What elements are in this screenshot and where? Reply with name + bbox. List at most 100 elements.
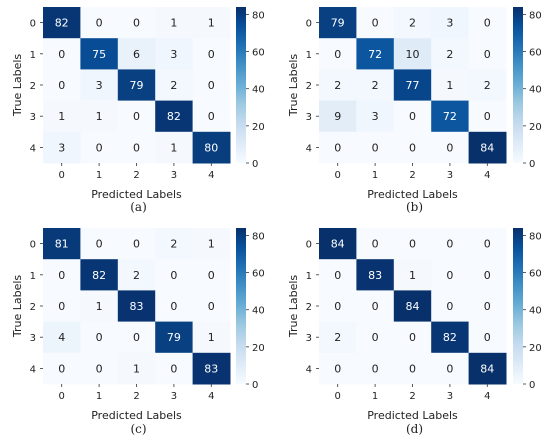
y-axis-label: True Labels (287, 54, 300, 118)
x-axis-label: Predicted Labels (91, 188, 182, 201)
heatmap-cell (80, 38, 119, 70)
cell-value-label: 1 (133, 362, 140, 375)
cell-value-label: 0 (372, 17, 379, 30)
colorbar (513, 228, 523, 384)
heatmap-cell (155, 7, 194, 39)
heatmap-cell (468, 100, 507, 133)
colorbar (513, 7, 523, 163)
heatmap-cell (319, 352, 357, 385)
cell-value-label: 72 (368, 48, 382, 61)
y-tick-label: 1 (30, 50, 36, 61)
panel-label: (a) (130, 200, 147, 214)
heatmap-cell (431, 290, 470, 323)
cell-value-label: 0 (208, 48, 215, 61)
x-tick-label: 2 (133, 391, 139, 402)
cell-value-label: 2 (170, 79, 177, 92)
x-tick-label: 4 (484, 391, 490, 402)
heatmap-cell (468, 228, 507, 260)
cell-value-label: 77 (406, 79, 420, 92)
heatmap-cell (155, 321, 194, 354)
heatmap-cell (356, 290, 395, 323)
y-tick-label: 1 (30, 271, 36, 282)
y-tick-label: 4 (306, 143, 312, 154)
cell-value-label: 0 (170, 300, 177, 313)
cell-value-label: 2 (446, 48, 453, 61)
cell-value-label: 3 (446, 17, 453, 30)
y-tick-label: 0 (30, 19, 36, 30)
cell-value-label: 0 (484, 17, 491, 30)
x-tick-label: 1 (372, 170, 378, 181)
cell-value-label: 0 (170, 362, 177, 375)
cell-value-label: 0 (484, 110, 491, 123)
cell-value-label: 0 (334, 269, 341, 282)
cell-value-label: 2 (133, 269, 140, 282)
cell-value-label: 0 (133, 17, 140, 30)
cell-value-label: 0 (446, 362, 453, 375)
cell-value-label: 84 (406, 300, 420, 313)
heatmap-cell (468, 352, 507, 385)
y-axis-label: True Labels (11, 54, 24, 118)
cell-value-label: 0 (208, 110, 215, 123)
x-axis-label: Predicted Labels (91, 409, 182, 422)
colorbar-tick-label: 80 (529, 231, 542, 242)
heatmap-cell (43, 352, 81, 385)
cell-value-label: 0 (409, 331, 416, 344)
x-tick-label: 4 (208, 391, 214, 402)
heatmap-cell (431, 228, 470, 260)
cell-value-label: 0 (446, 300, 453, 313)
x-tick-label: 4 (208, 170, 214, 181)
x-tick-label: 4 (484, 170, 490, 181)
cell-value-label: 72 (443, 110, 457, 123)
cell-value-label: 0 (334, 300, 341, 313)
heatmap-cell (319, 7, 357, 39)
cell-value-label: 1 (409, 269, 416, 282)
heatmap-cell (356, 352, 395, 385)
heatmap-cell (393, 228, 432, 260)
heatmap-cell (431, 321, 470, 354)
cell-value-label: 1 (170, 17, 177, 30)
cell-value-label: 81 (55, 238, 69, 251)
cell-value-label: 0 (484, 238, 491, 251)
cell-value-label: 0 (133, 331, 140, 344)
cell-value-label: 84 (480, 362, 494, 375)
heatmap-cell (192, 38, 231, 70)
heatmap-cell (117, 7, 156, 39)
cell-value-label: 2 (372, 79, 379, 92)
cell-value-label: 1 (208, 238, 215, 251)
y-tick-label: 1 (306, 271, 312, 282)
cell-value-label: 0 (372, 238, 379, 251)
heatmap-cell (431, 69, 470, 102)
cell-value-label: 0 (446, 141, 453, 154)
colorbar-tick-label: 20 (252, 343, 265, 354)
confusion-matrix-panel: 81 0 0 2 10 82 2 0 00 1 83 0 04 0 0 79 10 0 1 0 830 1 2 3 401234… (11, 228, 265, 436)
heatmap-cell (80, 352, 119, 385)
cell-value-label: 0 (409, 141, 416, 154)
heatmap-cell (393, 259, 432, 291)
y-tick-label: 3 (306, 333, 312, 344)
colorbar-tick-label: 20 (529, 343, 542, 354)
cell-value-label: 0 (58, 79, 65, 92)
heatmap-cell (155, 228, 194, 260)
heatmap-cell (356, 321, 395, 354)
heatmap-cell (155, 352, 194, 385)
cell-value-label: 79 (130, 79, 144, 92)
cell-value-label: 0 (96, 141, 103, 154)
heatmap-cell (431, 7, 470, 39)
panel-label: (d) (406, 422, 423, 436)
y-tick-label: 0 (30, 240, 36, 251)
cell-value-label: 0 (334, 48, 341, 61)
heatmap-cell (43, 131, 81, 164)
x-tick-label: 3 (171, 170, 177, 181)
heatmap-cell (393, 69, 432, 102)
heatmap-cell (80, 7, 119, 39)
heatmap-cell (117, 100, 156, 133)
heatmap-cell (43, 259, 81, 291)
y-tick-label: 2 (30, 81, 36, 92)
heatmap-cell (155, 290, 194, 323)
cell-value-label: 2 (334, 79, 341, 92)
x-tick-label: 2 (409, 170, 415, 181)
cell-value-label: 0 (208, 300, 215, 313)
cell-value-label: 3 (372, 110, 379, 123)
cell-value-label: 2 (484, 79, 491, 92)
heatmap-cell (192, 228, 231, 260)
